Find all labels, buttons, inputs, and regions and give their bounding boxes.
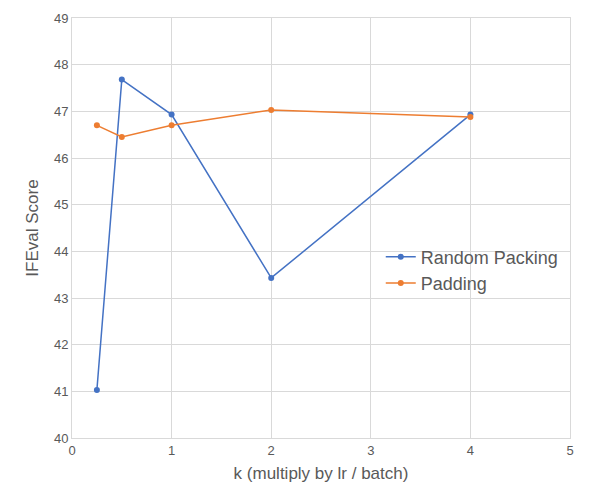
svg-text:47: 47: [54, 104, 68, 119]
svg-text:41: 41: [54, 384, 68, 399]
svg-text:49: 49: [54, 11, 68, 26]
svg-text:Padding: Padding: [421, 274, 487, 294]
svg-text:2: 2: [268, 443, 275, 458]
svg-text:4: 4: [467, 443, 474, 458]
svg-text:3: 3: [367, 443, 374, 458]
svg-text:44: 44: [54, 244, 68, 259]
svg-text:46: 46: [54, 151, 68, 166]
svg-text:45: 45: [54, 197, 68, 212]
svg-text:IFEval Score: IFEval Score: [23, 179, 42, 276]
svg-text:1: 1: [168, 443, 175, 458]
svg-text:5: 5: [566, 443, 573, 458]
svg-text:48: 48: [54, 57, 68, 72]
svg-text:43: 43: [54, 291, 68, 306]
svg-text:40: 40: [54, 431, 68, 446]
svg-text:42: 42: [54, 337, 68, 352]
svg-text:Random Packing: Random Packing: [421, 248, 558, 268]
svg-text:0: 0: [68, 443, 75, 458]
svg-text:k (multiply by lr / batch): k (multiply by lr / batch): [234, 464, 409, 483]
